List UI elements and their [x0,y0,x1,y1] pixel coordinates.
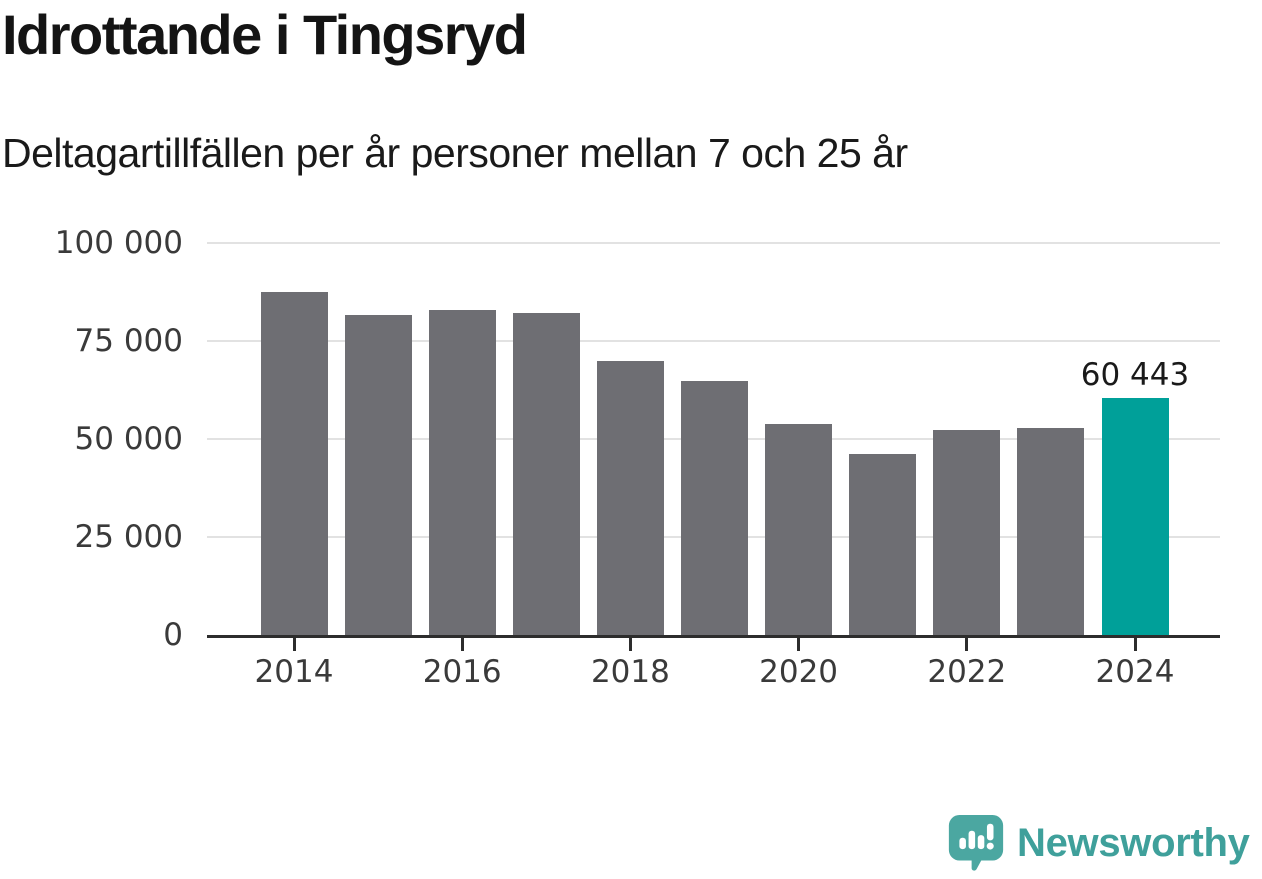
bar-2015 [344,315,412,635]
bar-2023 [1017,428,1085,635]
bar-2021 [849,453,917,635]
bar-2019 [681,380,748,635]
x-axis-tick-2022 [965,638,969,651]
x-axis-tick-2024 [1133,638,1137,651]
x-axis-label-2020: 2020 [759,654,839,690]
bar-2016 [428,310,496,635]
chart-subtitle: Deltagartillfällen per år personer mella… [2,130,908,176]
bar-2022 [933,429,1001,635]
x-axis-label-2024: 2024 [1095,654,1175,690]
footer-branding: Newsworthy [948,814,1250,872]
x-axis-label-2016: 2016 [422,654,502,690]
newsworthy-logo-text: Newsworthy [1017,820,1250,865]
bar-2018 [596,360,664,635]
value-label-2024: 60 443 [1080,357,1190,394]
gridline-75 000 [207,340,1220,342]
y-axis-label-100 000: 100 000 [54,225,183,261]
y-axis-label-25 000: 25 000 [74,519,183,555]
x-axis-label-2014: 2014 [254,654,334,690]
bar-2024 [1101,398,1169,635]
y-axis-label-75 000: 75 000 [74,323,183,359]
x-axis-line [207,635,1220,638]
x-axis-label-2022: 2022 [927,654,1007,690]
bar-2017 [512,313,580,635]
logo-bars-and-exclamation [959,823,994,850]
x-axis-tick-2018 [628,638,632,651]
speech-bubble-shape [948,815,1004,871]
bar-2020 [765,424,833,635]
x-axis-tick-2020 [797,638,801,651]
x-axis-label-2018: 2018 [590,654,670,690]
chart-title: Idrottande i Tingsryd [2,3,528,66]
y-axis-label-0: 0 [163,617,183,653]
x-axis-tick-2014 [292,638,296,651]
x-axis-tick-2016 [460,638,464,651]
newsworthy-logo-icon [948,815,1004,871]
gridline-100 000 [207,242,1220,244]
y-axis-label-50 000: 50 000 [74,421,183,457]
bar-2014 [260,292,328,635]
